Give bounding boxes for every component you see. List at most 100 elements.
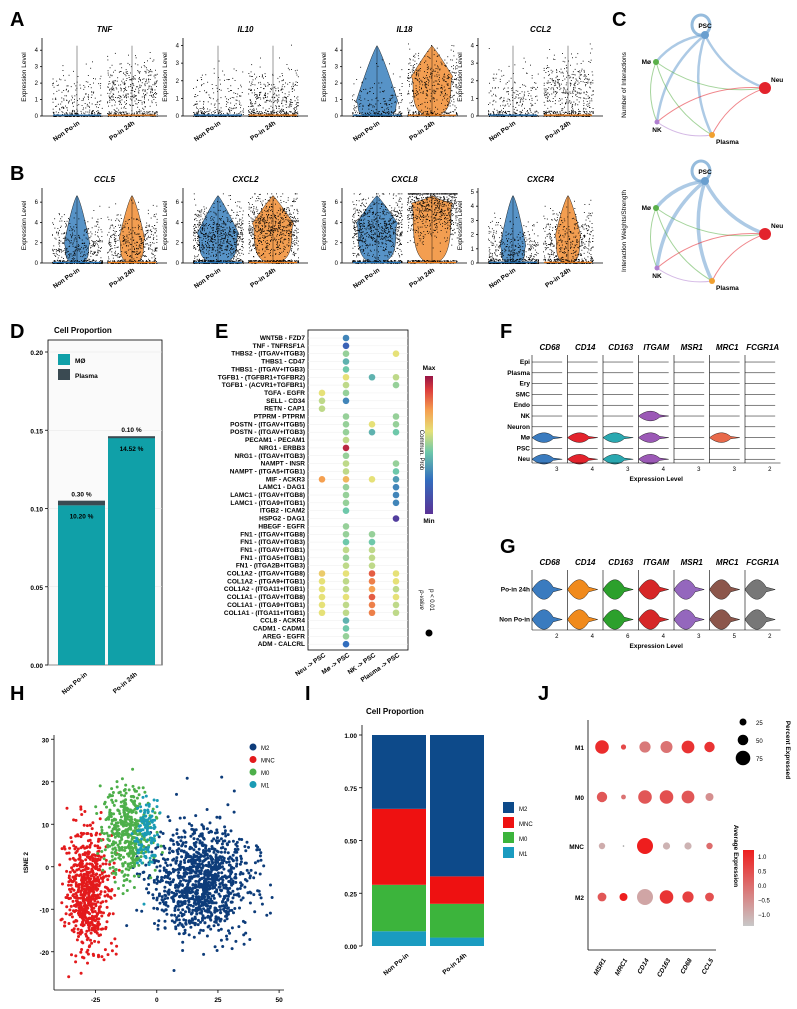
data-point <box>91 240 93 241</box>
data-point <box>528 113 530 114</box>
data-point <box>390 116 392 117</box>
data-point <box>237 221 239 223</box>
data-point <box>493 73 495 75</box>
data-point <box>398 102 400 103</box>
data-point <box>289 82 291 83</box>
data-point <box>543 84 545 86</box>
data-point <box>587 115 589 117</box>
data-point <box>555 91 557 93</box>
data-point <box>116 214 118 216</box>
data-point <box>554 111 556 113</box>
data-point <box>447 85 449 86</box>
data-point <box>150 245 151 247</box>
data-point <box>581 68 583 70</box>
data-point <box>108 112 110 114</box>
data-point <box>521 99 523 101</box>
data-point <box>282 113 284 115</box>
data-point <box>70 116 72 117</box>
data-point <box>135 95 137 97</box>
data-point <box>64 116 66 117</box>
data-point <box>207 263 209 264</box>
data-point <box>531 99 533 101</box>
data-point <box>587 97 589 99</box>
data-point <box>65 226 66 228</box>
data-point <box>409 48 411 50</box>
data-point <box>210 217 211 219</box>
data-point <box>59 249 61 250</box>
data-point <box>201 112 202 114</box>
data-point <box>267 93 269 95</box>
data-point <box>276 102 278 104</box>
data-point <box>492 111 494 113</box>
data-point <box>109 97 111 99</box>
data-point <box>71 235 73 237</box>
data-point <box>92 263 94 264</box>
data-point <box>453 111 455 113</box>
data-point <box>85 249 87 251</box>
data-point <box>441 64 443 66</box>
data-point <box>114 84 115 86</box>
data-point <box>588 78 590 80</box>
data-point <box>117 261 119 263</box>
data-point <box>61 256 63 258</box>
data-point <box>238 113 240 115</box>
data-point <box>256 94 258 95</box>
data-point <box>230 235 232 237</box>
data-point <box>552 101 554 102</box>
data-point <box>126 113 128 115</box>
data-point <box>196 232 197 233</box>
data-point <box>126 116 128 117</box>
data-point <box>261 112 262 114</box>
data-point <box>226 101 228 102</box>
data-point <box>144 243 146 245</box>
data-point <box>118 71 120 73</box>
data-point <box>209 246 210 248</box>
data-point <box>202 106 204 108</box>
data-point <box>278 81 280 83</box>
data-point <box>550 113 551 115</box>
data-point <box>109 244 110 246</box>
data-point <box>452 115 454 117</box>
data-point <box>456 113 458 114</box>
data-point <box>207 242 208 243</box>
data-point <box>131 199 132 201</box>
data-point <box>295 84 296 85</box>
data-point <box>93 82 94 84</box>
data-point <box>506 82 508 83</box>
data-point <box>400 93 402 94</box>
data-point <box>282 111 284 112</box>
data-point <box>435 68 437 69</box>
data-point <box>576 79 578 81</box>
data-point <box>296 85 298 86</box>
data-point <box>282 75 283 77</box>
data-point <box>371 87 373 89</box>
data-point <box>264 101 266 103</box>
data-point <box>56 115 58 117</box>
data-point <box>136 257 138 258</box>
data-point <box>409 109 411 111</box>
data-point <box>437 66 439 68</box>
data-point <box>449 115 451 117</box>
data-point <box>120 84 122 86</box>
data-point <box>372 110 374 112</box>
data-point <box>231 221 232 222</box>
data-point <box>208 110 210 112</box>
data-point <box>64 113 65 115</box>
data-point <box>428 116 430 117</box>
data-point <box>129 104 131 106</box>
data-point <box>230 251 231 253</box>
data-point <box>442 88 443 90</box>
data-point <box>131 113 133 115</box>
data-point <box>111 224 113 226</box>
data-point <box>260 57 261 59</box>
data-point <box>287 83 289 85</box>
data-point <box>559 71 561 73</box>
data-point <box>557 79 559 81</box>
data-point <box>228 234 230 235</box>
data-point <box>356 79 358 80</box>
data-point <box>212 219 214 221</box>
data-point <box>365 113 366 114</box>
data-point <box>364 98 366 100</box>
data-point <box>426 84 428 86</box>
data-point <box>56 263 58 264</box>
